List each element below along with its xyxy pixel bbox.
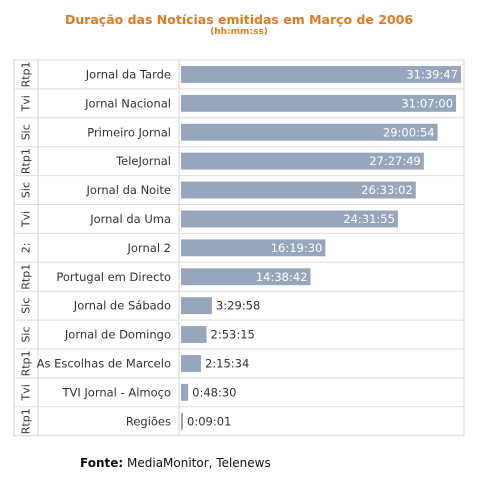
- channel-label: Rtp1: [20, 148, 33, 174]
- bar: [181, 181, 416, 199]
- source-label: Fonte:: [80, 456, 124, 470]
- category-label: Portugal em Directo: [56, 270, 171, 284]
- category-label: Jornal 2: [127, 241, 171, 255]
- category-label: TVI Jornal - Almoço: [61, 385, 171, 399]
- channel-label: Tvi: [20, 384, 33, 401]
- bar: [181, 268, 311, 286]
- category-label: Jornal de Domingo: [64, 328, 171, 342]
- channel-label: 2:: [20, 242, 33, 253]
- source-note: Fonte: MediaMonitor, Telenews: [80, 456, 271, 470]
- channel-label: Sic: [20, 327, 33, 343]
- bar: [181, 355, 201, 372]
- source-text: MediaMonitor, Telenews: [127, 456, 271, 470]
- bar: [181, 66, 461, 83]
- category-label: As Escolhas de Marcelo: [37, 356, 171, 370]
- category-label: Jornal de Sábado: [73, 299, 171, 313]
- channel-label: Tvi: [20, 95, 33, 112]
- category-label: Jornal Nacional: [84, 96, 171, 110]
- data-label: 16:19:30: [271, 241, 323, 255]
- data-label: 27:27:49: [369, 154, 421, 168]
- data-label: 24:31:55: [343, 212, 395, 226]
- data-label: 0:48:30: [192, 385, 236, 399]
- channel-label: Sic: [20, 182, 33, 198]
- channel-label: Rtp1: [20, 350, 33, 376]
- category-label: Jornal da Uma: [89, 212, 171, 226]
- channel-label: Rtp1: [20, 61, 33, 87]
- data-label: 31:07:00: [401, 96, 453, 110]
- bar: [181, 94, 457, 112]
- data-label: 29:00:54: [383, 125, 435, 139]
- data-label: 31:39:47: [406, 67, 458, 81]
- bar: [181, 123, 438, 141]
- bar: [181, 412, 183, 430]
- category-label: Primeiro Jornal: [87, 125, 171, 139]
- data-label: 2:53:15: [211, 328, 255, 342]
- channel-label: Sic: [20, 298, 33, 314]
- channel-label: Sic: [20, 124, 33, 140]
- data-label: 14:38:42: [256, 270, 308, 284]
- chart-subtitle: (hh:mm:ss): [210, 27, 268, 37]
- data-label: 2:15:34: [205, 356, 249, 370]
- bar: [181, 383, 189, 401]
- data-label: 3:29:58: [216, 299, 260, 313]
- channel-label: Rtp1: [20, 408, 33, 434]
- channel-label: Rtp1: [20, 264, 33, 290]
- bar: [181, 297, 212, 315]
- channel-label: Tvi: [20, 211, 33, 228]
- data-label: 26:33:02: [361, 183, 413, 197]
- chart-title: Duração das Notícias emitidas em Março d…: [64, 12, 414, 27]
- data-label: 0:09:01: [187, 414, 231, 428]
- plot-frame: [13, 59, 465, 437]
- bar: [181, 326, 207, 343]
- bar: [181, 210, 398, 228]
- category-label: TeleJornal: [115, 154, 171, 168]
- category-label: Jornal da Tarde: [85, 67, 171, 81]
- category-label: Jornal da Noite: [85, 183, 171, 197]
- category-label: Regiões: [126, 414, 171, 428]
- bar: [181, 239, 326, 257]
- bar: [181, 152, 424, 170]
